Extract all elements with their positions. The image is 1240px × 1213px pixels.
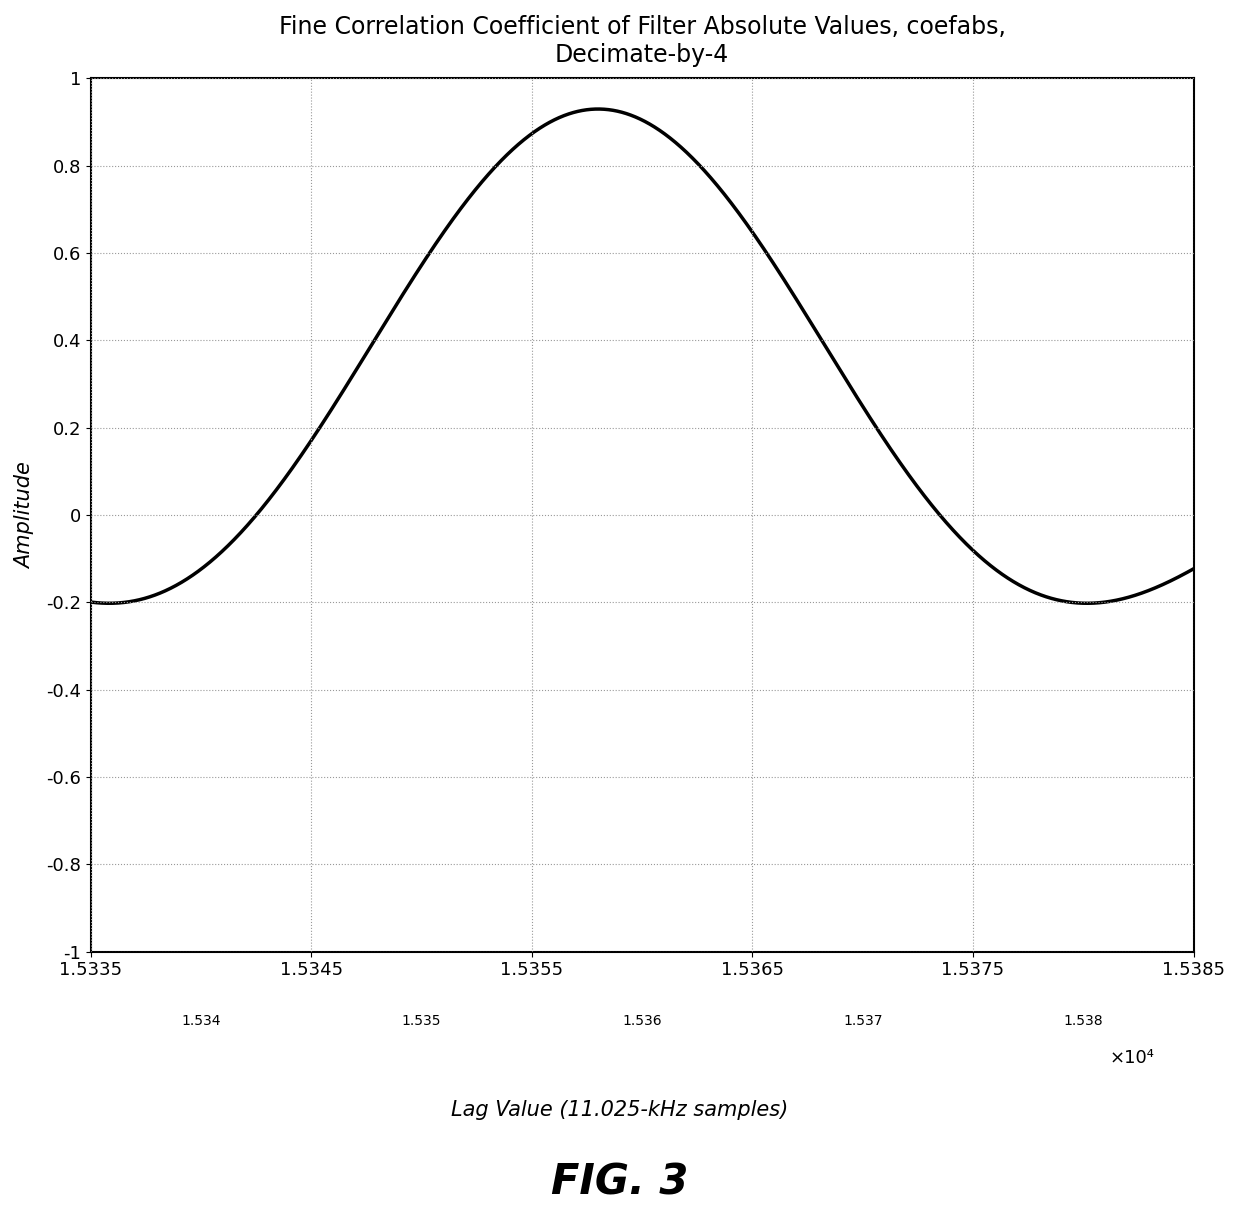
Text: ×10⁴: ×10⁴ <box>1110 1049 1154 1066</box>
Y-axis label: Amplitude: Amplitude <box>15 462 35 569</box>
Text: Lag Value (11.025-kHz samples): Lag Value (11.025-kHz samples) <box>451 1100 789 1120</box>
Text: FIG. 3: FIG. 3 <box>552 1162 688 1203</box>
Title: Fine Correlation Coefficient of Filter Absolute Values, coefabs,
Decimate-by-4: Fine Correlation Coefficient of Filter A… <box>279 15 1006 67</box>
